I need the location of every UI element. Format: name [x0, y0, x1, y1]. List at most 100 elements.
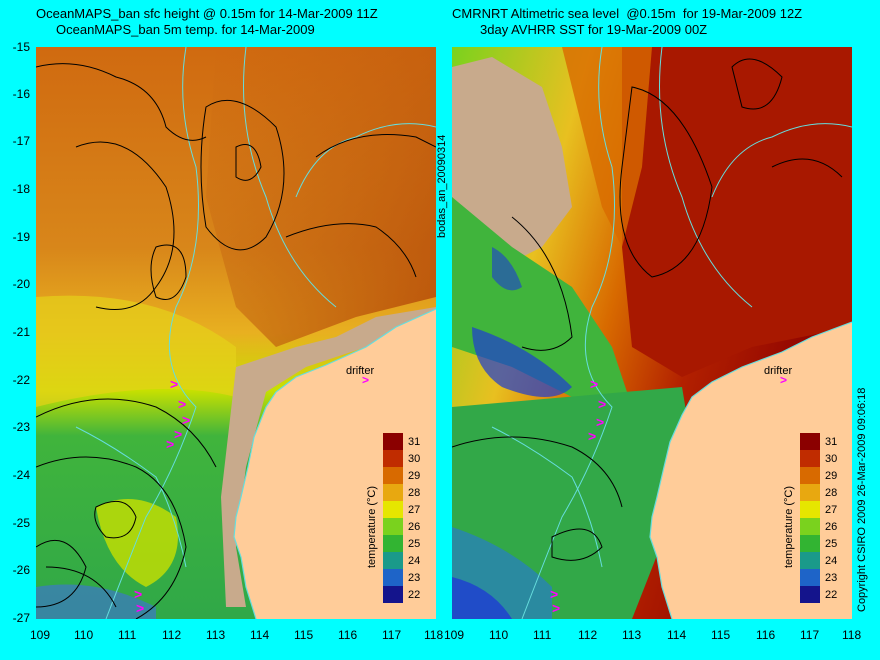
y-tick: -22	[12, 373, 30, 387]
copyright-text: Copyright CSIRO 2009 26-Mar-2009 09:06:1…	[856, 387, 868, 612]
svg-text:>: >	[166, 436, 174, 452]
svg-text:>: >	[134, 586, 142, 602]
x-tick: 112	[162, 628, 182, 642]
left-colorbar	[383, 433, 403, 603]
svg-text:>: >	[182, 412, 190, 428]
x-tick: 116	[756, 628, 776, 642]
y-tick: -15	[12, 40, 30, 54]
colorbar-swatch	[800, 433, 820, 450]
colorbar-swatch	[383, 450, 403, 467]
y-tick: -26	[12, 563, 30, 577]
colorbar-tick: 29	[825, 470, 838, 482]
right-title-line2: 3day AVHRR SST for 19-Mar-2009 00Z	[480, 22, 708, 37]
right-map-panel: > > > > > > drifter >	[452, 47, 852, 619]
colorbar-swatch	[383, 586, 403, 603]
colorbar-swatch	[800, 484, 820, 501]
x-tick: 114	[250, 628, 270, 642]
colorbar-tick: 26	[825, 521, 838, 533]
colorbar-tick: 28	[408, 487, 421, 499]
left-colorbar-label: temperature (°C)	[366, 485, 378, 568]
x-tick: 118	[424, 628, 444, 642]
y-tick: -18	[12, 182, 30, 196]
x-tick: 115	[711, 628, 731, 642]
y-tick: -16	[12, 87, 30, 101]
colorbar-tick: 23	[825, 572, 838, 584]
right-colorbar	[800, 433, 820, 603]
x-tick: 109	[30, 628, 51, 642]
colorbar-tick: 31	[825, 436, 838, 448]
colorbar-tick: 30	[408, 453, 421, 465]
colorbar-tick: 24	[408, 555, 421, 567]
colorbar-tick: 22	[825, 589, 838, 601]
x-tick: 110	[74, 628, 94, 642]
colorbar-swatch	[383, 467, 403, 484]
colorbar-swatch	[800, 518, 820, 535]
colorbar-swatch	[800, 467, 820, 484]
colorbar-tick: 27	[825, 504, 838, 516]
right-title-line1: CMRNRT Altimetric sea level @0.15m for 1…	[452, 6, 803, 21]
colorbar-swatch	[800, 569, 820, 586]
x-tick: 111	[533, 628, 552, 642]
y-tick: -17	[12, 134, 30, 148]
colorbar-swatch	[383, 433, 403, 450]
svg-text:>: >	[596, 414, 604, 430]
x-tick: 109	[444, 628, 465, 642]
colorbar-swatch	[800, 586, 820, 603]
x-tick: 117	[382, 628, 402, 642]
drifter-legend-arrow: >	[362, 373, 370, 387]
colorbar-swatch	[800, 552, 820, 569]
colorbar-tick: 25	[408, 538, 421, 550]
colorbar-swatch	[800, 450, 820, 467]
x-tick: 117	[800, 628, 820, 642]
svg-text:>: >	[590, 376, 598, 392]
y-tick: -19	[12, 230, 30, 244]
drifter-tracks-right: > > > > > >	[550, 376, 606, 616]
colorbar-tick: 23	[408, 572, 421, 584]
colorbar-swatch	[800, 535, 820, 552]
colorbar-swatch	[800, 501, 820, 518]
left-title-line2: OceanMAPS_ban 5m temp. for 14-Mar-2009	[56, 22, 315, 37]
y-tick: -23	[12, 420, 30, 434]
analysis-id: bodas_an_20090314	[436, 134, 448, 238]
svg-text:>: >	[588, 428, 596, 444]
svg-text:>: >	[170, 376, 178, 392]
x-tick: 116	[338, 628, 358, 642]
drifter-label-right: drifter	[764, 365, 793, 377]
y-tick: -25	[12, 516, 30, 530]
drifter-legend-arrow-right: >	[780, 373, 788, 387]
x-tick: 112	[578, 628, 598, 642]
x-tick: 111	[118, 628, 137, 642]
colorbar-tick: 31	[408, 436, 421, 448]
svg-text:>: >	[552, 600, 560, 616]
x-tick: 113	[206, 628, 226, 642]
colorbar-swatch	[383, 552, 403, 569]
colorbar-tick: 25	[825, 538, 838, 550]
y-tick: -21	[12, 325, 30, 339]
colorbar-tick: 22	[408, 589, 421, 601]
svg-text:>: >	[174, 426, 182, 442]
y-tick: -24	[12, 468, 30, 482]
left-title-line1: OceanMAPS_ban sfc height @ 0.15m for 14-…	[36, 6, 378, 21]
colorbar-swatch	[383, 569, 403, 586]
colorbar-tick: 29	[408, 470, 421, 482]
x-tick: 115	[294, 628, 314, 642]
colorbar-swatch	[383, 535, 403, 552]
colorbar-swatch	[383, 501, 403, 518]
x-tick: 113	[622, 628, 642, 642]
drifter-label: drifter	[346, 365, 375, 377]
colorbar-tick: 28	[825, 487, 838, 499]
colorbar-tick: 27	[408, 504, 421, 516]
x-tick: 114	[667, 628, 687, 642]
right-map: > > > > > >	[452, 47, 852, 619]
colorbar-tick: 30	[825, 453, 838, 465]
svg-text:>: >	[136, 600, 144, 616]
x-tick: 110	[489, 628, 509, 642]
colorbar-tick: 26	[408, 521, 421, 533]
x-tick: 118	[842, 628, 862, 642]
svg-text:>: >	[598, 396, 606, 412]
colorbar-tick: 24	[825, 555, 838, 567]
drifter-tracks: > > > > > > >	[134, 376, 190, 616]
right-colorbar-label: temperature (°C)	[783, 485, 795, 568]
y-tick: -27	[12, 611, 30, 625]
svg-text:>: >	[178, 396, 186, 412]
